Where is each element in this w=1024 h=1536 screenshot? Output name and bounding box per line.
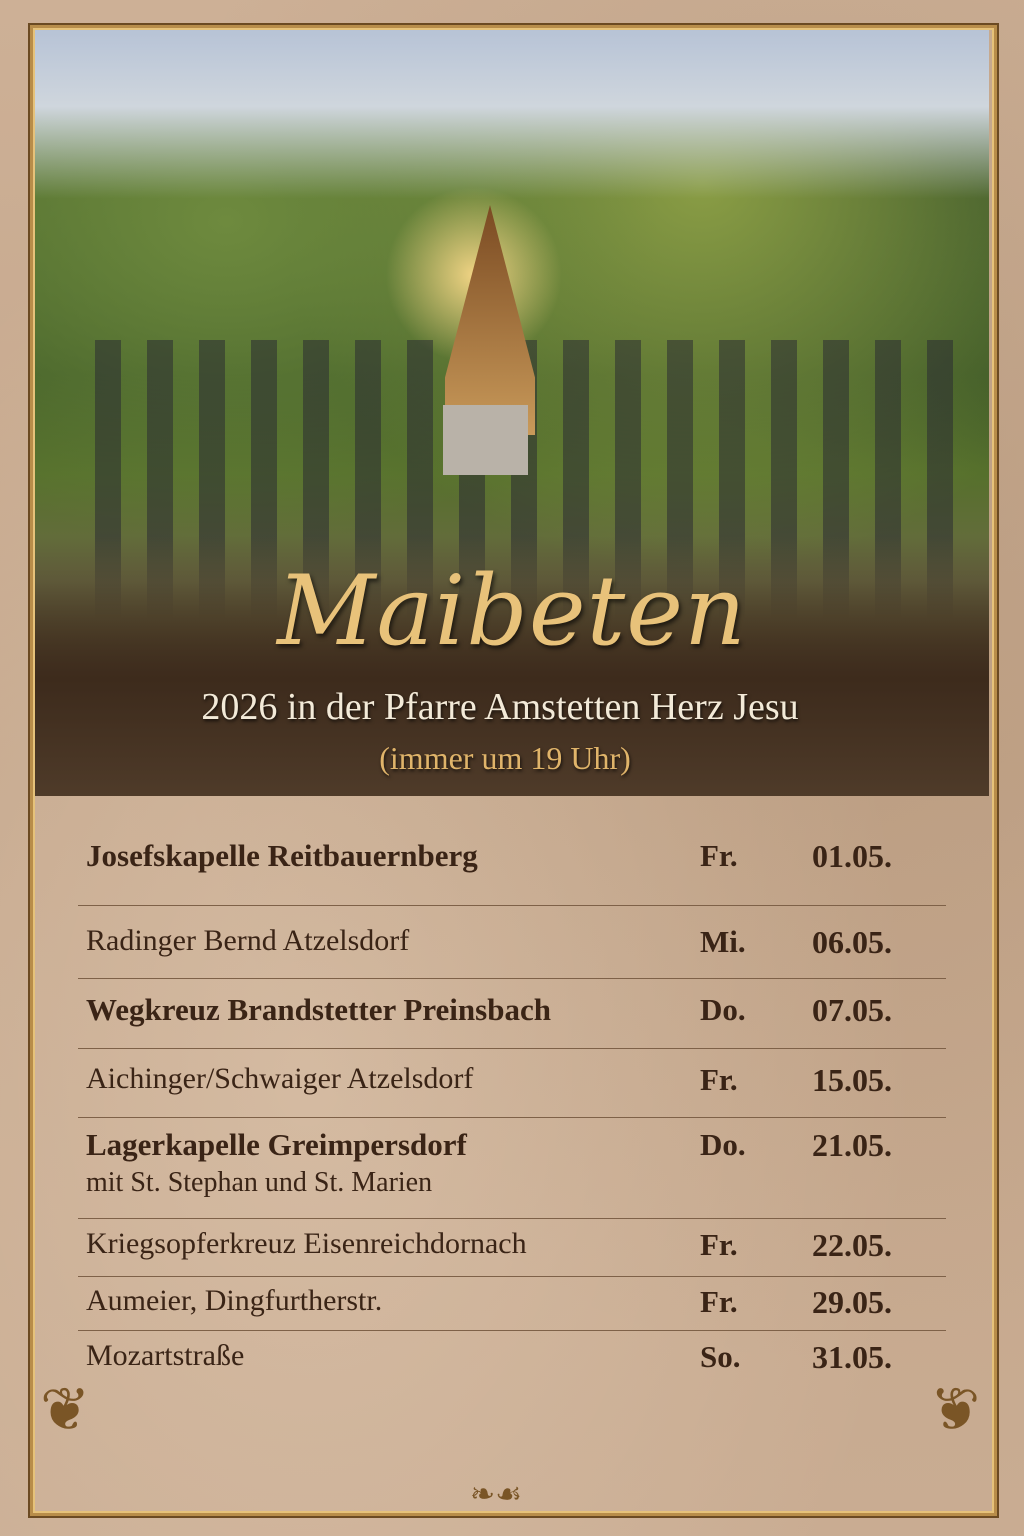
location: Wegkreuz Brandstetter Preinsbach	[86, 992, 551, 1027]
weekday: Do.	[700, 992, 746, 1027]
date: 06.05.	[812, 924, 892, 960]
divider	[78, 978, 946, 979]
date: 15.05.	[812, 1062, 892, 1098]
weekday: Fr.	[700, 838, 738, 873]
location: Aumeier, Dingfurtherstr.	[86, 1284, 383, 1317]
corner-ornament-left: ❦	[40, 1377, 91, 1443]
divider	[78, 1218, 946, 1219]
location: Aichinger/Schwaiger Atzelsdorf	[86, 1062, 474, 1095]
photo-fade	[35, 536, 989, 796]
shrine-base	[443, 405, 528, 475]
weekday: So.	[700, 1339, 741, 1374]
location: Josefskapelle Reitbauernberg	[86, 838, 478, 873]
divider	[78, 1048, 946, 1049]
weekday: Do.	[700, 1127, 746, 1162]
date: 22.05.	[812, 1227, 892, 1263]
location: Mozartstraße	[86, 1339, 245, 1372]
location: Radinger Bernd Atzelsdorf	[86, 924, 410, 957]
date: 07.05.	[812, 992, 892, 1028]
header-photo-prayer-gathering	[35, 30, 989, 796]
weekday: Mi.	[700, 924, 746, 959]
corner-ornament-right: ❦	[930, 1377, 981, 1443]
poster-subtitle: 2026 in der Pfarre Amstetten Herz Jesu	[201, 686, 799, 728]
location: Kriegsopferkreuz Eisenreichdornach	[86, 1227, 527, 1260]
date: 01.05.	[812, 838, 892, 874]
date: 31.05.	[812, 1339, 892, 1375]
divider	[78, 1117, 946, 1118]
divider	[78, 905, 946, 906]
weekday: Fr.	[700, 1227, 738, 1262]
weekday: Fr.	[700, 1062, 738, 1097]
bottom-ornament: ❧☙	[470, 1478, 523, 1511]
weekday: Fr.	[700, 1284, 738, 1319]
poster-title: Maibeten	[277, 555, 747, 667]
date: 21.05.	[812, 1127, 892, 1163]
gold-frame	[30, 25, 997, 1516]
location: Lagerkapelle Greimpersdorf	[86, 1127, 467, 1162]
divider	[78, 1330, 946, 1331]
divider	[78, 1276, 946, 1277]
date: 29.05.	[812, 1284, 892, 1320]
time-note: (immer um 19 Uhr)	[379, 740, 631, 776]
location-detail: mit St. Stephan und St. Marien	[86, 1167, 433, 1198]
